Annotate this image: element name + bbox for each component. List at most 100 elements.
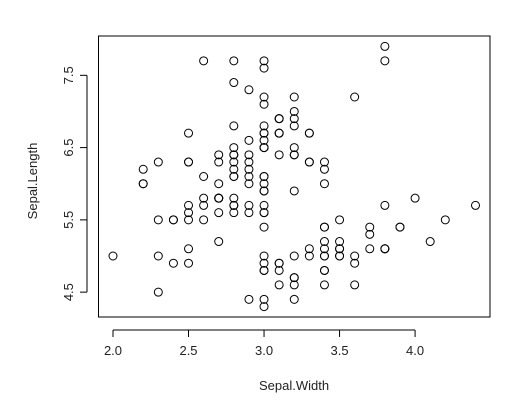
point (259, 121, 269, 131)
point (259, 92, 269, 102)
plot-frame (98, 35, 491, 318)
point (259, 179, 269, 189)
point (259, 294, 269, 304)
point (335, 251, 345, 261)
point (289, 143, 299, 153)
point (168, 258, 178, 268)
point (289, 121, 299, 131)
point (184, 258, 194, 268)
point (304, 244, 314, 254)
point (153, 215, 163, 225)
point (319, 265, 329, 275)
point (184, 208, 194, 218)
x-axis-label: Sepal.Width (259, 378, 329, 393)
point (471, 200, 480, 210)
point (259, 200, 269, 210)
point (214, 179, 224, 189)
y-tick-label: 7.5 (61, 66, 76, 84)
point (199, 200, 209, 210)
point (289, 92, 299, 102)
point (229, 200, 239, 210)
point (304, 251, 314, 261)
point (184, 157, 194, 167)
point (244, 172, 254, 181)
point (274, 280, 284, 290)
point (289, 186, 299, 196)
point (244, 208, 254, 218)
point (289, 273, 299, 283)
point (425, 237, 435, 247)
point (229, 121, 239, 131)
point (350, 92, 360, 102)
point (289, 280, 299, 290)
point (410, 193, 420, 203)
point (259, 251, 269, 261)
point (319, 157, 329, 167)
point (244, 164, 254, 174)
y-tick-label: 5.5 (61, 211, 76, 229)
point (229, 157, 239, 167)
point (319, 222, 329, 232)
point (229, 208, 239, 218)
point (229, 56, 239, 66)
point (153, 251, 163, 261)
point (229, 143, 239, 153)
point (184, 200, 194, 210)
point (244, 85, 254, 95)
x-tick-label: 4.0 (406, 343, 424, 358)
point (289, 251, 299, 261)
point (214, 193, 224, 203)
point (274, 128, 284, 138)
point (304, 157, 314, 167)
point (319, 237, 329, 247)
point (440, 215, 450, 225)
point (214, 150, 224, 160)
point (304, 128, 314, 138)
point (259, 186, 269, 196)
point (244, 294, 254, 304)
point (244, 157, 254, 167)
point (350, 280, 360, 290)
point (350, 258, 360, 268)
point (380, 56, 390, 66)
point (319, 251, 329, 261)
point (138, 164, 148, 174)
point (274, 150, 284, 160)
point (168, 215, 178, 225)
point (259, 63, 269, 73)
point (259, 258, 269, 268)
point (214, 157, 224, 167)
point (259, 99, 269, 109)
point (289, 150, 299, 160)
point (289, 114, 299, 124)
point (319, 179, 329, 189)
point (229, 172, 239, 181)
point (335, 237, 345, 247)
point (199, 56, 209, 66)
y-tick-label: 6.5 (61, 139, 76, 157)
point (259, 222, 269, 232)
point (259, 128, 269, 138)
point (199, 215, 209, 225)
point (259, 265, 269, 275)
y-tick-label: 4.5 (61, 283, 76, 301)
point (244, 150, 254, 160)
x-tick-label: 3.0 (255, 343, 273, 358)
x-tick-label: 2.0 (104, 343, 122, 358)
point (274, 114, 284, 124)
point (380, 200, 390, 210)
point (319, 280, 329, 290)
point (365, 229, 375, 239)
point (244, 179, 254, 189)
point (350, 251, 360, 261)
x-tick-label: 3.5 (331, 343, 349, 358)
x-tick-label: 2.5 (179, 343, 197, 358)
point (289, 106, 299, 116)
point (244, 135, 254, 145)
point (184, 244, 194, 254)
point (274, 258, 284, 268)
point (199, 193, 209, 203)
point (319, 244, 329, 254)
point (289, 294, 299, 304)
